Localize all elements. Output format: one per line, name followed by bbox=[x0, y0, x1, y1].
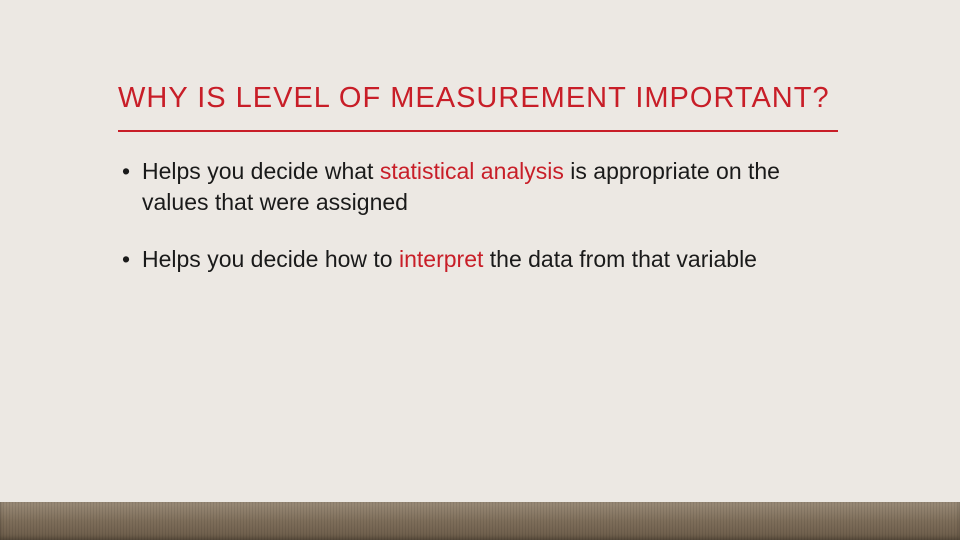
title-divider bbox=[118, 130, 838, 132]
slide-title: WHY IS LEVEL OF MEASUREMENT IMPORTANT? bbox=[118, 80, 870, 116]
bullet-text-post: the data from that variable bbox=[483, 246, 757, 272]
bullet-list: Helps you decide what statistical analys… bbox=[118, 156, 870, 275]
bullet-text-pre: Helps you decide what bbox=[142, 158, 380, 184]
slide-content: WHY IS LEVEL OF MEASUREMENT IMPORTANT? H… bbox=[118, 80, 870, 301]
bullet-text-highlight: interpret bbox=[399, 246, 483, 272]
slide: WHY IS LEVEL OF MEASUREMENT IMPORTANT? H… bbox=[0, 0, 960, 540]
footer-strip bbox=[0, 502, 960, 540]
bullet-text-highlight: statistical analysis bbox=[380, 158, 564, 184]
bullet-item: Helps you decide how to interpret the da… bbox=[118, 244, 782, 275]
bullet-text-pre: Helps you decide how to bbox=[142, 246, 399, 272]
bullet-item: Helps you decide what statistical analys… bbox=[118, 156, 782, 218]
